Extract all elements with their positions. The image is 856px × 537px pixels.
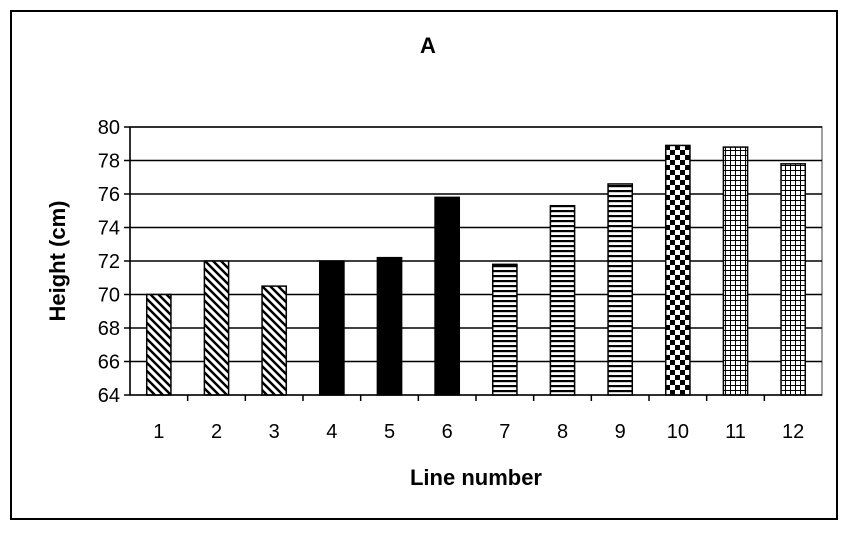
x-tick-label: 4: [326, 421, 337, 443]
bar-line-5: [376, 256, 403, 396]
x-tick-label: 6: [442, 421, 453, 443]
x-axis-ticks: 1 2 3 4 5 6 7 8 9 10 11 12: [153, 395, 804, 443]
bar-line-4: [318, 260, 345, 396]
chart-title: A: [420, 33, 436, 58]
x-tick-label: 3: [269, 421, 280, 443]
x-tick-label: 7: [499, 421, 510, 443]
x-tick-label: 12: [782, 421, 804, 443]
y-tick-label: 68: [98, 318, 120, 340]
y-tick-label: 78: [98, 151, 120, 173]
x-tick-label: 10: [667, 421, 689, 443]
x-tick-label: 11: [725, 421, 746, 443]
y-tick-label: 76: [98, 184, 120, 206]
bar-line-12: [780, 163, 807, 396]
gridlines: [130, 126, 822, 363]
x-tick-label: 5: [384, 421, 395, 443]
x-tick-label: 9: [615, 421, 626, 443]
y-tick-label: 80: [98, 117, 120, 139]
y-tick-label: 64: [98, 385, 120, 407]
bar-line-1: [145, 293, 172, 396]
y-axis-ticks: 64 66 68 70 72 74 76 78 80: [98, 117, 130, 407]
y-tick-label: 72: [98, 251, 120, 273]
x-axis-label: Line number: [410, 465, 542, 490]
bar-line-6: [434, 196, 461, 396]
bar-line-9: [607, 183, 634, 396]
bar-line-11: [722, 146, 749, 396]
bar-line-8: [549, 204, 576, 396]
y-axis-label: Height (cm): [45, 201, 70, 322]
x-tick-label: 2: [211, 421, 222, 443]
x-tick-label: 8: [557, 421, 568, 443]
x-tick-label: 1: [153, 421, 164, 443]
bar-line-10: [664, 144, 691, 396]
y-tick-label: 66: [98, 352, 120, 374]
bar-line-2: [203, 260, 230, 396]
y-tick-label: 74: [98, 218, 120, 240]
bar-line-7: [491, 263, 518, 396]
y-tick-label: 70: [98, 285, 120, 307]
bar-line-3: [261, 285, 288, 396]
